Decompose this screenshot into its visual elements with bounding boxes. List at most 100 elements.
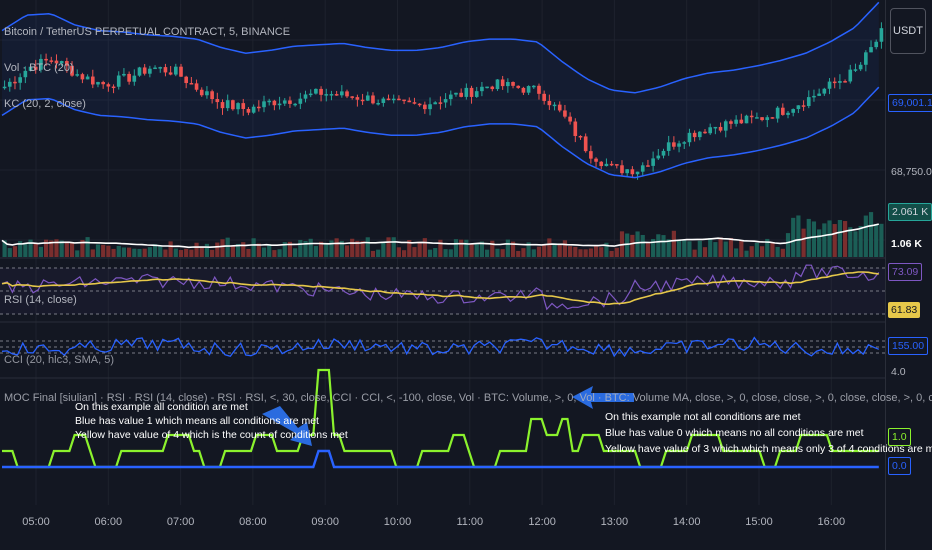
volume-bar bbox=[640, 234, 645, 257]
volume-bar bbox=[147, 247, 152, 257]
volume-bar bbox=[702, 247, 708, 257]
candle-body bbox=[692, 132, 697, 138]
volume-bar bbox=[230, 245, 235, 257]
time-label: 07:00 bbox=[166, 516, 195, 528]
arrow-left bbox=[262, 406, 312, 446]
candle-body bbox=[801, 105, 806, 107]
kc-upper-line bbox=[1, 1, 880, 94]
volume-bar bbox=[7, 248, 12, 257]
volume-bar bbox=[365, 237, 370, 257]
volume-bar bbox=[33, 243, 38, 257]
volume-bar bbox=[526, 242, 531, 257]
candle-body bbox=[459, 92, 463, 97]
volume-bar bbox=[235, 243, 241, 257]
volume-bar bbox=[433, 248, 438, 257]
volume-bar bbox=[474, 243, 479, 257]
candle-body bbox=[485, 86, 489, 89]
candle-body bbox=[184, 76, 188, 84]
candle-body bbox=[516, 85, 521, 88]
rsi-band bbox=[0, 268, 885, 314]
candle-body bbox=[13, 81, 17, 84]
cci-legend[interactable]: CCI (20, hlc3, SMA, 5) bbox=[4, 354, 115, 366]
time-label: 12:00 bbox=[528, 516, 556, 528]
volume-bar bbox=[303, 241, 308, 257]
volume-ma-tag: 1.06 K bbox=[891, 238, 922, 250]
volume-bar bbox=[28, 239, 33, 257]
candle-body bbox=[666, 142, 671, 151]
rsi-ma-line bbox=[1, 271, 879, 306]
volume-bar bbox=[661, 235, 666, 257]
volume-bar bbox=[360, 241, 365, 257]
candle-body bbox=[386, 98, 391, 101]
volume-bar bbox=[749, 246, 754, 257]
volume-bar bbox=[178, 250, 184, 257]
candle-body bbox=[85, 76, 90, 80]
candle-body bbox=[526, 86, 531, 93]
volume-bar bbox=[116, 245, 121, 257]
symbol-title[interactable]: Bitcoin / TetherUS PERPETUAL CONTRACT, 5… bbox=[4, 26, 291, 38]
candle-body bbox=[111, 86, 116, 89]
volume-bar bbox=[785, 233, 791, 257]
volume-bar bbox=[18, 241, 23, 257]
volume-bar bbox=[407, 239, 412, 257]
volume-bar bbox=[422, 238, 427, 257]
candle-body bbox=[293, 103, 297, 106]
volume-bar bbox=[827, 220, 832, 257]
volume-legend[interactable]: Vol · BTC (20) bbox=[4, 62, 74, 74]
candle-body bbox=[448, 94, 453, 100]
volume-bar bbox=[510, 241, 516, 257]
volume-bar bbox=[842, 221, 848, 257]
volume-bar bbox=[225, 237, 230, 257]
volume-bar bbox=[557, 243, 562, 257]
volume-bar bbox=[848, 227, 853, 257]
price-axis[interactable] bbox=[885, 0, 932, 550]
candle-body bbox=[672, 142, 676, 147]
candle-body bbox=[2, 86, 7, 89]
time-label: 16:00 bbox=[817, 516, 846, 528]
annotation-right-3: Yellow have value of 3 which which means… bbox=[605, 443, 932, 455]
candle-body bbox=[713, 126, 718, 129]
moc-legend[interactable]: MOC Final [siulian] · RSI · RSI (14, clo… bbox=[4, 392, 932, 404]
currency-button[interactable]: USDT bbox=[890, 8, 926, 54]
volume-bar bbox=[85, 237, 90, 257]
volume-bar bbox=[215, 242, 220, 257]
volume-bar bbox=[765, 238, 770, 257]
volume-bar bbox=[438, 239, 443, 257]
volume-bar bbox=[593, 245, 599, 257]
candle-body bbox=[729, 121, 733, 124]
kc-legend[interactable]: KC (20, 2, close) bbox=[4, 98, 86, 110]
volume-bar bbox=[251, 238, 256, 257]
candle-body bbox=[298, 98, 303, 104]
rsi-ma-tag: 61.83 bbox=[888, 302, 921, 318]
candle-body bbox=[822, 88, 827, 94]
volume-bar bbox=[355, 240, 360, 257]
candle-body bbox=[864, 52, 868, 65]
candle-body bbox=[236, 103, 240, 110]
volume-ma-line bbox=[1, 223, 879, 249]
rsi-legend[interactable]: RSI (14, close) bbox=[4, 294, 77, 306]
candle-body bbox=[80, 74, 85, 80]
time-label: 14:00 bbox=[672, 516, 701, 528]
volume-bar bbox=[832, 224, 837, 257]
volume-bar bbox=[588, 248, 593, 257]
candle-body bbox=[158, 67, 163, 69]
volume-bar bbox=[313, 246, 318, 257]
volume-bar bbox=[817, 229, 822, 257]
volume-bar bbox=[687, 241, 692, 257]
volume-bar bbox=[381, 242, 386, 257]
candle-body bbox=[511, 82, 515, 86]
candle-body bbox=[59, 61, 64, 64]
volume-bar bbox=[158, 246, 163, 257]
cci-pane bbox=[0, 336, 885, 358]
volume-bar bbox=[791, 217, 796, 257]
candle-body bbox=[708, 127, 713, 134]
candle-body bbox=[308, 93, 313, 96]
annotation-left-1: On this example all condition are met bbox=[75, 401, 248, 413]
annotation-left-3: Yellow have value of 4 which is the coun… bbox=[75, 429, 348, 441]
candle-body bbox=[781, 107, 785, 115]
volume-bar bbox=[562, 240, 568, 257]
candle-body bbox=[490, 86, 495, 90]
candle-body bbox=[355, 97, 360, 100]
candle-body bbox=[210, 91, 214, 100]
volume-bar bbox=[69, 242, 75, 257]
